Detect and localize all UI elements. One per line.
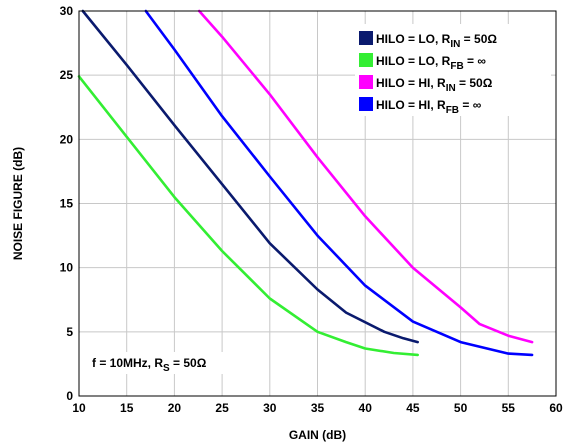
series-line-3 (197, 9, 534, 344)
x-tick-label: 25 (215, 401, 229, 415)
x-tick-label: 50 (454, 401, 468, 415)
legend-label-2: HILO = LO, RFB = ∞ (376, 54, 486, 72)
x-tick-label: 30 (263, 401, 277, 415)
x-tick-label: 20 (168, 401, 182, 415)
x-tick-label: 15 (120, 401, 134, 415)
legend-label-main: HILO = LO, R (376, 54, 451, 68)
annotation-main: f = 10MHz, R (92, 356, 163, 370)
y-axis-label: NOISE FIGURE (dB) (11, 147, 25, 260)
legend-label-1: HILO = LO, RIN = 50Ω (376, 32, 497, 50)
legend-label-main: HILO = HI, R (376, 76, 446, 90)
x-tick-label: 60 (549, 401, 563, 415)
annotation-box (88, 352, 268, 374)
legend-swatch-3 (359, 75, 373, 89)
legend-label-3: HILO = HI, RIN = 50Ω (376, 76, 493, 94)
y-tick-labels: 0 5 10 15 20 25 30 (60, 4, 74, 403)
legend-label-tail: = ∞ (464, 54, 486, 68)
legend-swatch-2 (359, 53, 373, 67)
legend-label-tail: = 50Ω (456, 76, 493, 90)
legend-label-tail: = ∞ (459, 98, 481, 112)
x-tick-label: 40 (359, 401, 373, 415)
x-tick-label: 10 (72, 401, 86, 415)
x-tick-label: 35 (311, 401, 325, 415)
legend-label-tail: = 50Ω (460, 32, 497, 46)
legend-label-subscript: IN (450, 39, 460, 50)
legend-swatch-4 (359, 97, 373, 111)
series-lines (77, 9, 534, 357)
annotation-text: f = 10MHz, RS = 50Ω (92, 356, 207, 374)
x-tick-labels: 10 15 20 25 30 35 40 45 50 55 60 (72, 401, 563, 415)
legend-label-subscript: FB (446, 105, 459, 116)
y-tick-label: 25 (60, 68, 74, 82)
x-axis-label: GAIN (dB) (289, 428, 346, 442)
legend-label-main: HILO = HI, R (376, 98, 446, 112)
legend-box (355, 24, 551, 116)
series-line-4 (144, 9, 534, 357)
annotation: f = 10MHz, RS = 50Ω (88, 352, 268, 374)
y-tick-label: 0 (66, 389, 73, 403)
x-tick-label: 45 (406, 401, 420, 415)
legend-label-4: HILO = HI, RFB = ∞ (376, 98, 481, 116)
y-tick-label: 15 (60, 197, 74, 211)
annotation-subscript: S (163, 363, 170, 374)
x-tick-label: 55 (502, 401, 516, 415)
series-line-2 (77, 75, 419, 357)
plot-frame (78, 10, 557, 397)
y-tick-label: 5 (66, 325, 73, 339)
legend-label-subscript: IN (446, 83, 456, 94)
legend-swatch-1 (359, 31, 373, 45)
y-tick-label: 30 (60, 4, 74, 18)
legend-label-subscript: FB (450, 61, 463, 72)
legend-label-main: HILO = LO, R (376, 32, 451, 46)
annotation-tail: = 50Ω (170, 356, 207, 370)
series-line-1 (81, 9, 419, 344)
y-tick-label: 10 (60, 261, 74, 275)
y-tick-label: 20 (60, 132, 74, 146)
